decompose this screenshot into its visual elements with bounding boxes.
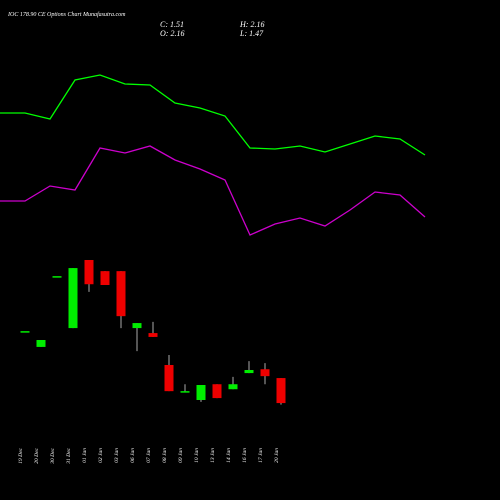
candle-body	[228, 384, 238, 390]
candle-body	[164, 365, 174, 392]
x-tick-label: 31 Dec	[66, 447, 72, 464]
candle-body	[148, 333, 158, 337]
low-label: L: 1.47	[239, 29, 264, 38]
candle-body	[212, 384, 222, 399]
candle-body	[276, 378, 286, 404]
overlay-line	[0, 74, 426, 156]
candle-body	[132, 323, 142, 329]
chart-title: IOC 178.90 CE Options Chart Munafasutra.…	[7, 11, 126, 18]
candle-body	[196, 385, 206, 400]
x-tick-label: 08 Jan	[162, 448, 168, 463]
candle-body	[68, 268, 78, 329]
candle-body	[116, 271, 126, 317]
x-tick-label: 16 Jan	[242, 448, 248, 463]
candle-body	[52, 276, 62, 278]
x-tick-label: 20 Jan	[274, 448, 280, 463]
close-label: C: 1.51	[160, 20, 184, 29]
high-label: H: 2.16	[239, 20, 264, 29]
candle-body	[260, 369, 270, 377]
x-tick-label: 14 Jan	[225, 448, 232, 463]
x-tick-label: 09 Jan	[178, 448, 184, 463]
candle-body	[36, 340, 46, 347]
x-tick-label: 19 Dec	[18, 447, 24, 463]
x-tick-label: 10 Jan	[194, 448, 200, 463]
x-tick-label: 01 Jan	[82, 448, 88, 463]
x-tick-label: 17 Jan	[258, 448, 264, 463]
candle-body	[20, 331, 30, 333]
x-tick-label: 13 Jan	[210, 448, 216, 463]
open-label: O: 2.16	[160, 29, 184, 38]
x-tick-label: 02 Jan	[98, 448, 104, 463]
candle-body	[100, 271, 110, 285]
x-tick-label: 03 Jan	[114, 448, 120, 463]
candle-body	[244, 370, 254, 374]
x-tick-label: 20 Dec	[34, 447, 40, 463]
x-tick-label: 30 Dec	[50, 447, 56, 464]
x-tick-label: 07 Jan	[146, 448, 152, 463]
x-tick-label: 06 Jan	[130, 448, 136, 463]
overlay-line	[0, 145, 426, 236]
candle-body	[180, 391, 190, 393]
candle-body	[84, 260, 94, 285]
